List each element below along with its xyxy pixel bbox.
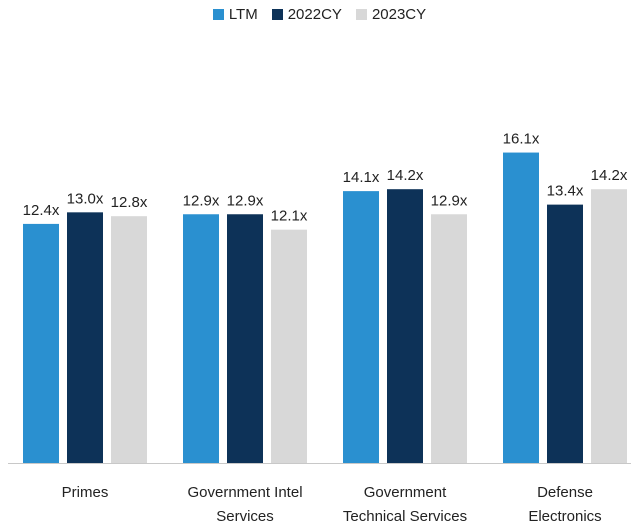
bar-ltm-2 (183, 214, 219, 463)
category-label-4-line-2: Electronics (528, 508, 601, 525)
category-label-1-line-1: Primes (62, 484, 109, 501)
data-label-2023cy-1: 12.8x (111, 194, 148, 211)
category-label-3-line-2: Technical Services (343, 508, 467, 525)
data-label-2023cy-3: 12.9x (431, 192, 468, 209)
bar-ltm-4 (503, 152, 539, 463)
legend: LTM 2022CY 2023CY (0, 6, 639, 23)
legend-item-2022cy: 2022CY (271, 6, 342, 23)
legend-item-2023cy: 2023CY (355, 6, 427, 23)
bar-ltm-1 (23, 223, 59, 463)
legend-swatch-ltm (212, 9, 224, 20)
data-label-2022cy-2: 12.9x (227, 192, 264, 209)
category-label-4-line-1: Defense (537, 484, 593, 501)
data-label-2023cy-4: 14.2x (591, 167, 628, 184)
legend-swatch-2022cy (271, 9, 283, 20)
bar-2023cy-1 (111, 216, 147, 463)
bar-2022cy-2 (227, 214, 263, 463)
data-label-ltm-3: 14.1x (343, 169, 380, 186)
bar-2022cy-4 (547, 204, 583, 463)
bar-2023cy-2 (271, 229, 307, 463)
bar-2023cy-4 (591, 189, 627, 463)
data-label-ltm-2: 12.9x (183, 192, 220, 209)
category-label-2-line-2: Services (216, 508, 274, 525)
category-label-3-line-1: Government (364, 484, 447, 501)
data-label-ltm-1: 12.4x (23, 202, 60, 219)
legend-item-ltm: LTM (212, 6, 258, 23)
bar-2022cy-1 (67, 212, 103, 463)
bar-2022cy-3 (387, 189, 423, 463)
legend-label-2023cy: 2023CY (371, 6, 427, 23)
data-label-2022cy-4: 13.4x (547, 183, 584, 200)
data-label-2022cy-1: 13.0x (67, 190, 104, 207)
bar-2023cy-3 (431, 214, 467, 463)
bar-ltm-3 (343, 191, 379, 463)
data-label-2023cy-2: 12.1x (271, 208, 308, 225)
legend-label-ltm: LTM (228, 6, 258, 23)
legend-label-2022cy: 2022CY (287, 6, 342, 23)
legend-swatch-2023cy (355, 9, 367, 20)
category-label-2-line-1: Government Intel (187, 484, 302, 501)
data-label-2022cy-3: 14.2x (387, 167, 424, 184)
data-label-ltm-4: 16.1x (503, 131, 540, 148)
